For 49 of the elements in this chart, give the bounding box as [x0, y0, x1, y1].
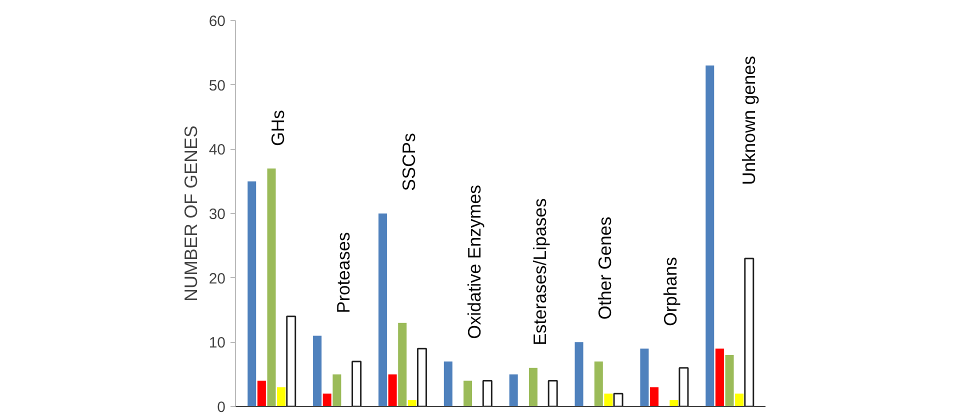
x-tick-label: Proteases: [333, 232, 354, 314]
bar: [286, 316, 296, 406]
bar: [574, 342, 584, 406]
bar: [604, 394, 613, 406]
bar: [528, 368, 538, 406]
x-tick-label: GHs: [268, 110, 288, 146]
bar: [650, 387, 659, 406]
bar: [267, 168, 276, 406]
y-tick-label: 0: [217, 399, 226, 416]
bar: [408, 400, 416, 406]
bar: [725, 355, 734, 406]
y-tick-label: 10: [208, 334, 226, 352]
bar: [482, 380, 492, 406]
bar: [416, 348, 427, 406]
y-axis-title: NUMBER OF GENES: [180, 125, 201, 302]
bar: [378, 214, 387, 406]
bar: [678, 367, 689, 406]
bar: [613, 392, 624, 406]
bar: [257, 380, 266, 406]
bar: [444, 361, 452, 406]
bar: [248, 181, 256, 406]
x-tick-label: Other Genes: [595, 216, 616, 320]
bar: [332, 374, 342, 406]
bar: [715, 348, 724, 406]
bar: [277, 387, 286, 406]
x-tick-label: Esterases/Lipases: [530, 198, 550, 346]
y-tick-label: 20: [208, 270, 226, 288]
bar: [352, 360, 362, 406]
bar: [464, 380, 472, 406]
bar: [313, 336, 322, 406]
bar: [640, 348, 649, 406]
bar: [509, 374, 518, 406]
bar: [398, 322, 407, 406]
bar: [744, 258, 754, 406]
bar: [670, 400, 678, 406]
y-tick-label: 60: [208, 13, 226, 30]
x-tick-label: SSCPs: [398, 132, 419, 191]
bar: [548, 380, 558, 406]
bar: [594, 361, 603, 406]
bar: [388, 374, 397, 406]
y-tick-label: 50: [208, 77, 226, 94]
x-tick-label: Oxidative Enzymes: [464, 184, 484, 339]
x-tick-label: Orphans: [660, 257, 681, 326]
x-tick-label: Unknown genes: [739, 56, 760, 185]
y-tick-label: 40: [208, 142, 226, 159]
y-tick-label: 30: [208, 206, 226, 223]
bar: [735, 394, 744, 406]
bar: [322, 394, 332, 406]
bar: [706, 66, 714, 406]
